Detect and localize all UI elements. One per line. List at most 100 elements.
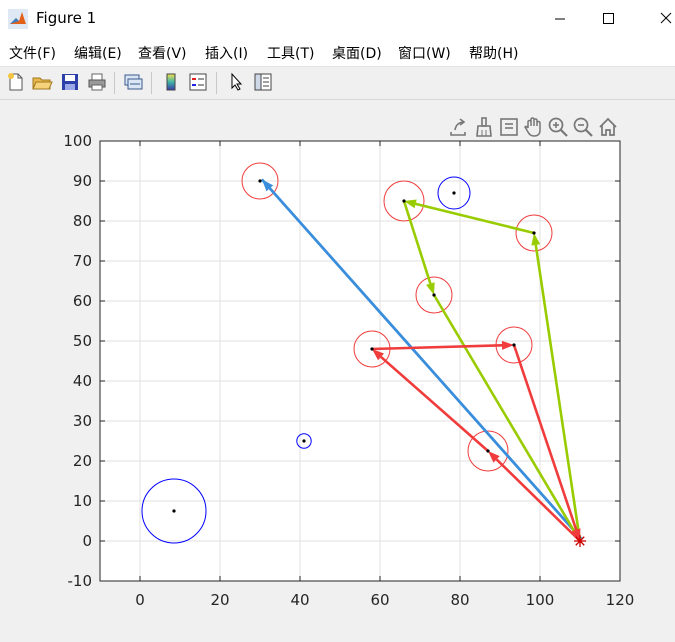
y-tick-label: 50	[73, 332, 92, 350]
customer-circles	[141, 162, 553, 544]
route-arrow-shaft	[371, 344, 503, 351]
customer-circle	[296, 433, 312, 449]
axes-box	[99, 140, 621, 582]
zoom-out-icon[interactable]	[572, 116, 594, 138]
menu-tools[interactable]: 工具(T)	[267, 46, 315, 62]
save-icon[interactable]	[59, 71, 81, 93]
open-file-icon[interactable]	[31, 71, 53, 93]
x-tick-label: 100	[526, 591, 555, 609]
matlab-logo-icon	[8, 9, 28, 29]
customer-circle	[467, 430, 509, 472]
customer-circle	[415, 276, 453, 314]
home-icon[interactable]	[597, 116, 619, 138]
maximize-button[interactable]	[585, 0, 631, 38]
y-tick-label: 70	[73, 252, 92, 270]
menu-desktop[interactable]: 桌面(D)	[332, 46, 382, 62]
x-tick-label: 20	[210, 591, 229, 609]
customer-circle	[515, 214, 553, 252]
legend-icon[interactable]	[187, 71, 209, 93]
customer-point	[370, 347, 374, 351]
link-plot-icon[interactable]	[122, 71, 144, 93]
route-thin-line	[403, 200, 435, 296]
customer-circle	[383, 180, 425, 222]
minimize-icon	[555, 18, 565, 20]
depot-star-stroke	[575, 536, 585, 546]
route-arrow-shaft	[495, 458, 581, 542]
y-tick-label: 80	[73, 212, 92, 230]
grid-lines	[100, 140, 621, 582]
route-arrow-shaft	[512, 344, 578, 531]
menu-help[interactable]: 帮助(H)	[469, 46, 519, 62]
figure-toolbar	[0, 66, 675, 100]
menu-file[interactable]: 文件(F)	[9, 46, 56, 62]
x-tick-label: 40	[290, 591, 309, 609]
new-figure-icon[interactable]	[5, 71, 27, 93]
axes-background	[100, 141, 620, 581]
point-markers	[172, 179, 536, 513]
x-tick-label: 80	[450, 591, 469, 609]
customer-circle	[241, 162, 279, 200]
customer-point	[452, 191, 456, 195]
property-inspector-icon[interactable]	[252, 71, 274, 93]
colorbar-icon[interactable]	[160, 71, 182, 93]
menu-insert[interactable]: 插入(I)	[205, 46, 249, 62]
route-arrow-head	[570, 528, 580, 541]
route-thin-line	[533, 232, 581, 542]
toolbar-separator	[216, 72, 217, 94]
minimize-button[interactable]	[537, 0, 583, 38]
y-tick-label: 10	[73, 492, 92, 510]
pan-icon[interactable]	[522, 116, 544, 138]
route-thin-line	[371, 344, 515, 350]
zoom-in-icon[interactable]	[547, 116, 569, 138]
route-thin-line	[403, 200, 535, 234]
route-thin-line	[261, 179, 583, 540]
close-icon	[660, 12, 672, 24]
route-thin-line	[261, 179, 583, 540]
title-bar: Figure 1	[0, 0, 675, 38]
route-arrow-head	[570, 527, 582, 540]
y-tick-label: 40	[73, 372, 92, 390]
y-tick-label: 60	[73, 292, 92, 310]
customer-point	[512, 343, 516, 347]
y-tick-label: 30	[73, 412, 92, 430]
customer-point	[172, 509, 176, 513]
close-button[interactable]	[633, 0, 675, 38]
y-tick-label: 0	[82, 532, 92, 550]
route-thin-line	[433, 294, 581, 542]
menu-edit[interactable]: 编辑(E)	[74, 46, 122, 62]
y-tick-label: 90	[73, 172, 92, 190]
menu-window[interactable]: 窗口(W)	[398, 46, 451, 62]
toolbar-separator	[114, 72, 115, 94]
route-arrow-head	[531, 233, 541, 246]
route-arrow-head	[501, 340, 514, 350]
pointer-icon[interactable]	[225, 71, 247, 93]
export-icon[interactable]	[447, 116, 469, 138]
brush-icon[interactable]	[473, 116, 495, 138]
route-arrow-head	[404, 199, 417, 209]
customer-point	[258, 179, 262, 183]
route-arrow-shaft	[534, 244, 582, 542]
y-tick-label: -10	[68, 572, 93, 590]
customer-point	[486, 449, 490, 453]
menu-view[interactable]: 查看(V)	[138, 46, 187, 62]
axis-ticks	[100, 140, 621, 582]
print-icon[interactable]	[86, 71, 108, 93]
tick-labels: 0 20 40 60 80 100 120 -10 0 10 20 30 40 50 60 70 80 90 100	[63, 132, 634, 609]
route-arrow-head	[372, 349, 384, 361]
depot-star-stroke	[575, 536, 585, 546]
x-tick-label: 120	[606, 591, 635, 609]
window-title: Figure 1	[36, 9, 97, 27]
customer-point	[532, 231, 536, 235]
x-tick-label: 60	[370, 591, 389, 609]
customer-circle	[495, 326, 533, 364]
data-tips-icon[interactable]	[498, 116, 520, 138]
customer-point	[402, 199, 406, 203]
y-tick-label: 20	[73, 452, 92, 470]
customer-point	[302, 439, 306, 443]
menu-bar: 文件(F) 编辑(E) 查看(V) 插入(I) 工具(T) 桌面(D) 窗口(W…	[0, 38, 675, 66]
y-tick-label: 100	[63, 132, 92, 150]
route-arrows	[260, 178, 583, 542]
route-arrow-shaft	[432, 294, 575, 532]
customer-circle	[353, 330, 391, 368]
route-arrow-shaft	[260, 178, 575, 532]
